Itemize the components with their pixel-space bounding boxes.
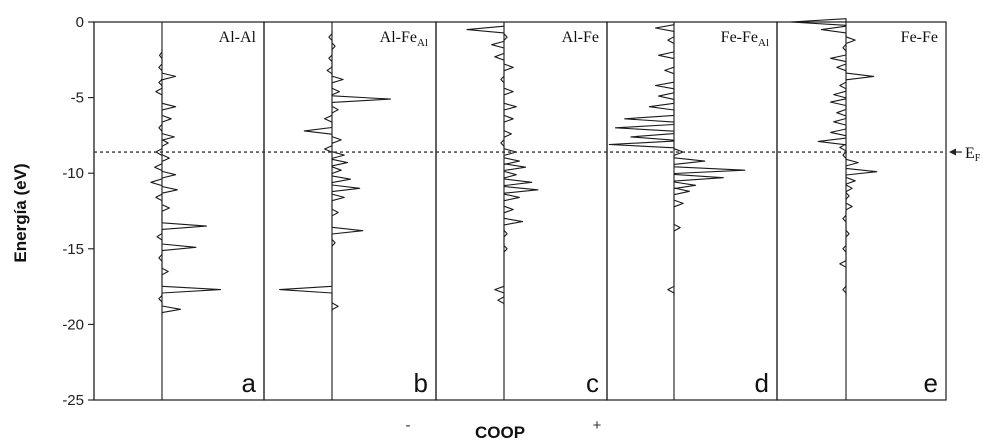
y-tick-label: -5 <box>71 90 84 107</box>
x-axis-title: COOP <box>475 423 525 442</box>
panel-c: Al-Fe c <box>435 21 608 401</box>
y-axis-title: Energía (eV) <box>11 163 30 262</box>
panel-letter: b <box>414 368 428 398</box>
panel-d: Fe-FeAl d <box>606 21 778 401</box>
fermi-level-group: EF <box>94 145 981 164</box>
panel-frame <box>435 21 608 401</box>
panel-b: Al-FeAl b <box>263 21 437 401</box>
coop-curve-c <box>466 23 539 307</box>
panel-frame <box>93 21 265 401</box>
panel-frame <box>606 21 778 401</box>
panel-e: Fe-Fe e <box>776 18 947 401</box>
panel-title: Al-Fe <box>562 29 599 46</box>
fermi-label: EF <box>965 145 981 164</box>
y-tick-label: -15 <box>62 241 84 258</box>
coop-curve-b <box>279 31 392 313</box>
panels: Al-Al a Al-FeAl b Al-Fe c Fe-FeAl d Fe-Fe e <box>93 18 947 401</box>
x-positive-label: + <box>593 417 602 434</box>
coop-curve-d <box>608 22 746 296</box>
x-negative-label: - <box>406 417 411 434</box>
y-tick-label: -25 <box>62 392 84 409</box>
coop-curve-e <box>790 18 878 296</box>
y-tick-label: -10 <box>62 165 84 182</box>
panel-letter: a <box>242 368 257 398</box>
y-tick-label: -20 <box>62 316 84 333</box>
panel-frame <box>263 21 437 401</box>
panel-letter: e <box>924 368 938 398</box>
panel-title: Al-Al <box>219 29 257 46</box>
panel-title: Fe-Fe <box>901 29 938 46</box>
panel-title: Al-FeAl <box>380 29 428 49</box>
fermi-arrow-head <box>949 148 956 156</box>
panel-frame <box>776 21 947 401</box>
y-tick-label: 0 <box>76 14 84 31</box>
panel-a: Al-Al a <box>93 21 265 401</box>
panel-letter: d <box>755 368 769 398</box>
coop-curve-a <box>150 49 222 316</box>
panel-letter: c <box>586 368 599 398</box>
panel-title: Fe-FeAl <box>721 29 769 49</box>
y-axis: 0 -5 -10 -15 -20 -25 <box>62 14 95 409</box>
